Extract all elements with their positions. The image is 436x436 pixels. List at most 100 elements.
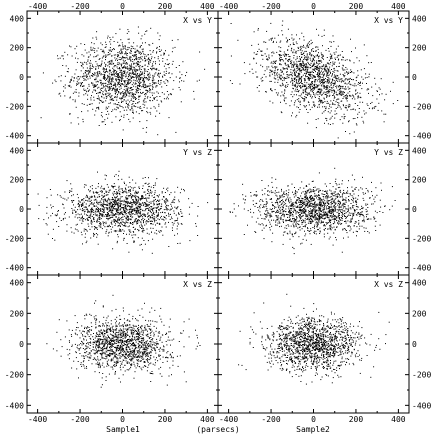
scatter-point	[367, 231, 369, 232]
scatter-point	[144, 83, 146, 85]
scatter-point	[114, 185, 116, 187]
scatter-point	[132, 195, 134, 197]
scatter-point	[150, 223, 152, 224]
scatter-point	[125, 198, 127, 199]
scatter-point	[106, 215, 108, 217]
scatter-point	[138, 219, 139, 221]
scatter-point	[296, 75, 298, 77]
scatter-point	[91, 185, 93, 187]
scatter-point	[157, 134, 159, 136]
scatter-point	[134, 51, 136, 53]
scatter-point	[178, 212, 179, 214]
scatter-point	[109, 76, 111, 78]
scatter-point	[156, 52, 157, 54]
scatter-point	[136, 87, 138, 89]
scatter-point	[101, 102, 103, 103]
scatter-point	[171, 39, 173, 41]
scatter-point	[93, 203, 94, 205]
scatter-point	[112, 73, 114, 75]
scatter-point	[176, 228, 178, 230]
scatter-point	[285, 58, 287, 60]
scatter-point	[91, 68, 93, 69]
scatter-point	[103, 203, 105, 205]
scatter-point	[338, 58, 340, 60]
scatter-point	[86, 52, 88, 54]
scatter-point	[99, 92, 101, 94]
scatter-point	[131, 209, 133, 210]
scatter-point	[114, 83, 116, 85]
scatter-point	[58, 226, 60, 227]
scatter-point	[314, 76, 316, 78]
scatter-point	[157, 204, 159, 205]
scatter-point	[92, 191, 94, 193]
scatter-point	[66, 224, 68, 226]
scatter-point	[117, 107, 119, 109]
scatter-point	[122, 221, 124, 223]
scatter-point	[356, 76, 358, 78]
scatter-point	[360, 69, 362, 71]
scatter-point	[118, 187, 120, 189]
scatter-point	[135, 93, 136, 95]
scatter-point	[62, 204, 64, 206]
scatter-point	[133, 85, 135, 87]
scatter-point	[83, 228, 85, 230]
scatter-point	[317, 67, 319, 68]
scatter-point	[152, 210, 154, 212]
scatter-point	[329, 78, 331, 80]
scatter-point	[140, 216, 142, 218]
scatter-point	[178, 199, 180, 201]
scatter-point	[129, 72, 131, 74]
scatter-point	[108, 206, 110, 208]
scatter-point	[108, 232, 110, 234]
scatter-point	[76, 81, 78, 83]
scatter-point	[133, 63, 135, 65]
scatter-point	[159, 223, 161, 225]
scatter-point	[285, 103, 287, 105]
scatter-point	[300, 69, 301, 71]
scatter-point	[294, 78, 295, 80]
scatter-point	[114, 57, 116, 59]
scatter-point	[270, 62, 272, 64]
scatter-point	[267, 185, 269, 187]
scatter-point	[144, 58, 146, 59]
scatter-point	[119, 28, 121, 30]
scatter-point	[82, 63, 84, 65]
scatter-point	[133, 95, 134, 97]
scatter-point	[125, 202, 127, 204]
scatter-point	[334, 74, 335, 76]
scatter-point	[344, 106, 346, 108]
scatter-point	[305, 96, 307, 98]
scatter-point	[292, 87, 294, 89]
scatter-point	[149, 100, 151, 102]
scatter-point	[296, 217, 298, 219]
scatter-point	[318, 99, 320, 101]
scatter-point	[321, 89, 323, 91]
scatter-point	[130, 193, 131, 195]
scatter-point	[95, 86, 97, 87]
scatter-point	[331, 79, 333, 81]
scatter-point	[290, 62, 292, 63]
scatter-point	[152, 63, 153, 65]
scatter-point	[385, 113, 387, 115]
scatter-point	[179, 71, 181, 73]
scatter-point	[140, 74, 142, 76]
scatter-point	[135, 210, 137, 212]
scatter-point	[118, 185, 120, 187]
scatter-point	[133, 241, 134, 243]
scatter-point	[307, 101, 309, 103]
scatter-point	[67, 85, 69, 87]
scatter-point	[91, 209, 93, 210]
scatter-point	[131, 87, 133, 89]
scatter-point	[288, 59, 289, 61]
scatter-point	[326, 92, 328, 94]
scatter-point	[107, 110, 109, 112]
scatter-point	[99, 216, 101, 218]
scatter-point	[329, 70, 331, 72]
scatter-point	[333, 82, 335, 84]
scatter-point	[142, 185, 144, 187]
scatter-point	[116, 202, 118, 204]
x-tick-label: 200	[349, 2, 364, 11]
scatter-point	[72, 99, 74, 101]
scatter-point	[280, 71, 282, 73]
scatter-point	[254, 231, 256, 232]
